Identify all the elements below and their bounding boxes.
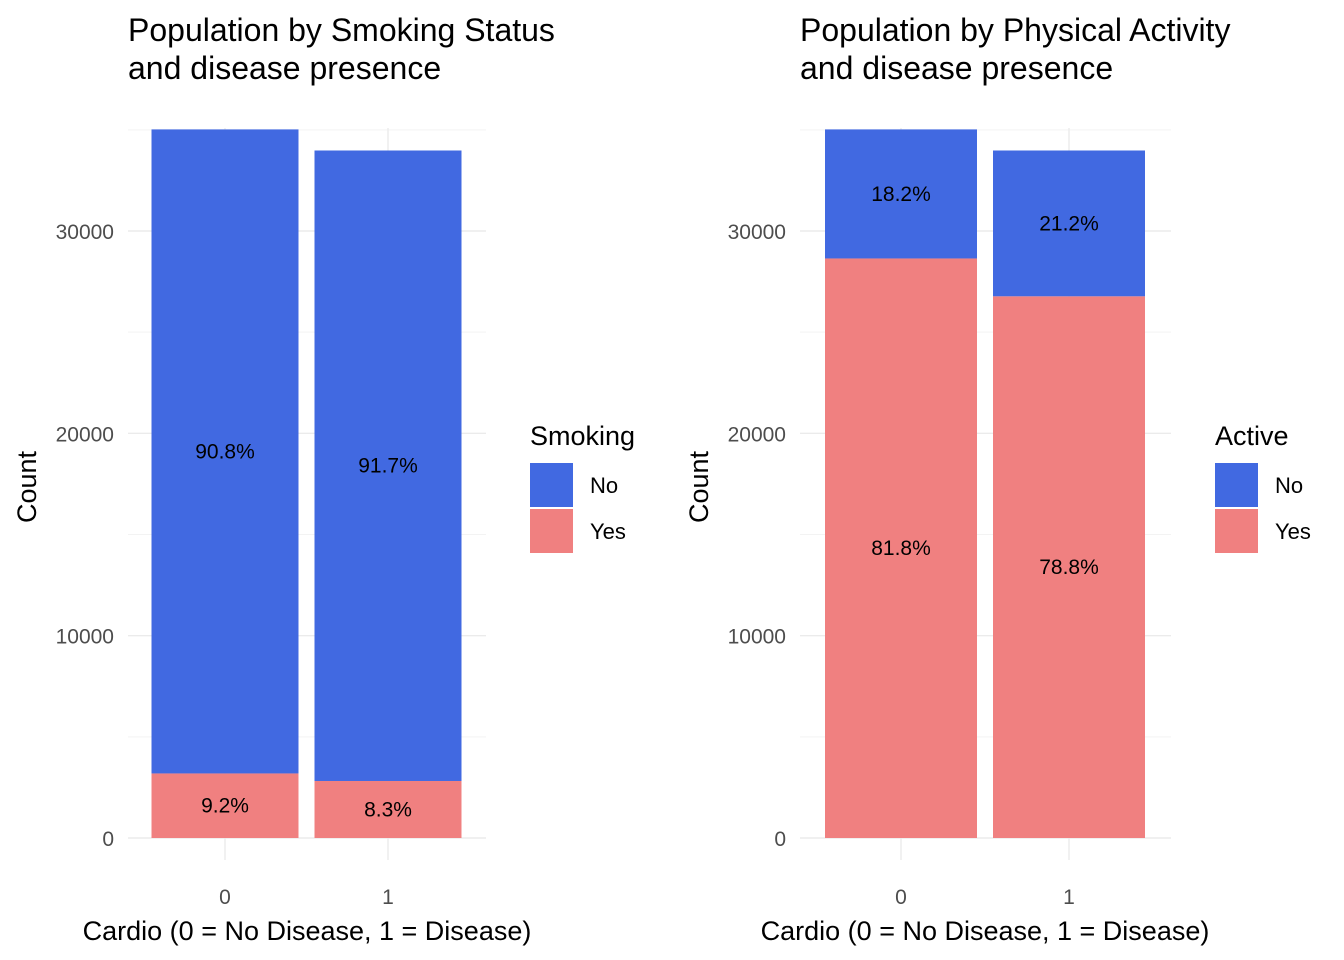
legend-label: Yes <box>1275 519 1311 544</box>
x-axis-title: Cardio (0 = No Disease, 1 = Disease) <box>761 916 1210 946</box>
bar-yes-cardio-1 <box>314 780 462 838</box>
legend: Active No Yes <box>1215 421 1311 553</box>
bar-no-cardio-0 <box>151 129 299 774</box>
bars: 81.8% 78.8% 18.2% 21.2% <box>825 129 1145 838</box>
legend-key-no <box>530 463 573 507</box>
bar-no-cardio-0 <box>825 129 977 259</box>
bar-no-cardio-1 <box>993 150 1145 297</box>
data-label: 18.2% <box>871 183 931 206</box>
chart-title-line: Population by Smoking Status <box>128 12 555 48</box>
bar-yes-cardio-1 <box>993 296 1145 838</box>
y-tick-label: 20000 <box>728 423 786 446</box>
data-label: 78.8% <box>1039 556 1099 579</box>
y-axis-title: Count <box>12 450 42 523</box>
data-label: 81.8% <box>871 537 931 560</box>
data-label: 8.3% <box>364 798 412 821</box>
x-axis-title: Cardio (0 = No Disease, 1 = Disease) <box>83 916 532 946</box>
legend-key-no <box>1215 463 1258 507</box>
legend: Smoking No Yes <box>530 421 635 553</box>
y-axis: 0 10000 20000 30000 <box>56 221 114 851</box>
data-label: 91.7% <box>358 455 418 478</box>
x-tick-label: 1 <box>382 886 394 909</box>
y-axis: 0 10000 20000 30000 <box>728 221 786 851</box>
data-label: 9.2% <box>201 795 249 818</box>
legend-title: Smoking <box>530 421 635 451</box>
legend-label: No <box>590 473 618 498</box>
y-axis-title: Count <box>684 450 714 523</box>
legend-title: Active <box>1215 421 1289 451</box>
legend-label: No <box>1275 473 1303 498</box>
y-tick-label: 0 <box>774 828 786 851</box>
y-tick-label: 30000 <box>56 221 114 244</box>
x-tick-label: 0 <box>895 886 907 909</box>
data-label: 90.8% <box>195 440 255 463</box>
chart-title-line: and disease presence <box>128 50 441 86</box>
y-tick-label: 10000 <box>56 626 114 649</box>
bar-yes-cardio-0 <box>151 773 299 838</box>
x-tick-label: 0 <box>219 886 231 909</box>
x-tick-label: 1 <box>1063 886 1075 909</box>
y-tick-label: 0 <box>102 828 114 851</box>
bar-yes-cardio-0 <box>825 258 977 838</box>
y-tick-label: 10000 <box>728 626 786 649</box>
y-tick-label: 30000 <box>728 221 786 244</box>
legend-label: Yes <box>590 519 626 544</box>
y-tick-label: 20000 <box>56 423 114 446</box>
legend-key-yes <box>530 509 573 553</box>
chart-title-line: Population by Physical Activity <box>800 12 1230 48</box>
data-label: 21.2% <box>1039 212 1099 235</box>
chart-title-line: and disease presence <box>800 50 1113 86</box>
bars: 9.2% 8.3% 90.8% 91.7% <box>151 129 462 838</box>
legend-key-yes <box>1215 509 1258 553</box>
bar-no-cardio-1 <box>314 150 462 781</box>
